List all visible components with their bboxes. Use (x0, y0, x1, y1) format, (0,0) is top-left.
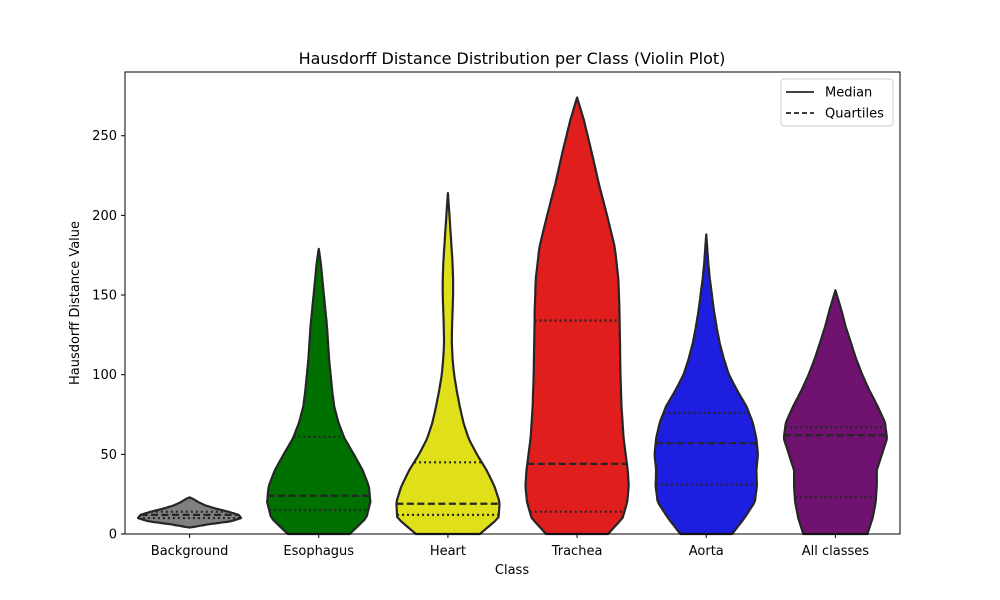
plot-frame (124, 71, 901, 535)
plot-area (137, 96, 888, 536)
y-axis: 0 50 100 150 200 250 (92, 129, 125, 543)
x-tick-label: Aorta (689, 544, 724, 559)
y-tick-label: 100 (92, 368, 117, 383)
violin-body (653, 233, 759, 536)
legend-label-median: Median (825, 86, 872, 101)
legend: Median Quartiles (780, 78, 894, 127)
violin-background (137, 496, 243, 529)
x-tick-label: Esophagus (283, 544, 354, 559)
x-tick-label: Background (151, 544, 229, 559)
violin-body (524, 96, 630, 536)
y-tick-label: 250 (92, 129, 117, 144)
y-axis-label: Hausdorff Distance Value (68, 221, 83, 385)
violin-trachea (524, 96, 630, 536)
x-axis: Background Esophagus Heart Trachea Aorta All … (151, 534, 869, 559)
violin-body (782, 289, 888, 536)
legend-label-quartiles: Quartiles (825, 107, 884, 122)
violin-body (266, 247, 372, 536)
violin-all-classes (782, 289, 888, 536)
legend-frame (780, 78, 894, 127)
x-tick-label: All classes (802, 544, 870, 559)
y-tick-label: 0 (109, 528, 117, 543)
violin-aorta (653, 233, 759, 536)
x-tick-label: Heart (430, 544, 466, 559)
violin-heart (395, 192, 501, 536)
x-axis-label: Class (495, 563, 529, 578)
y-tick-label: 50 (100, 448, 117, 463)
violin-body (137, 496, 243, 529)
y-tick-label: 150 (92, 289, 117, 304)
violin-body (395, 192, 501, 536)
x-tick-label: Trachea (551, 544, 603, 559)
y-tick-label: 200 (92, 209, 117, 224)
chart-title: Hausdorff Distance Distribution per Clas… (299, 49, 726, 68)
violin-esophagus (266, 247, 372, 536)
